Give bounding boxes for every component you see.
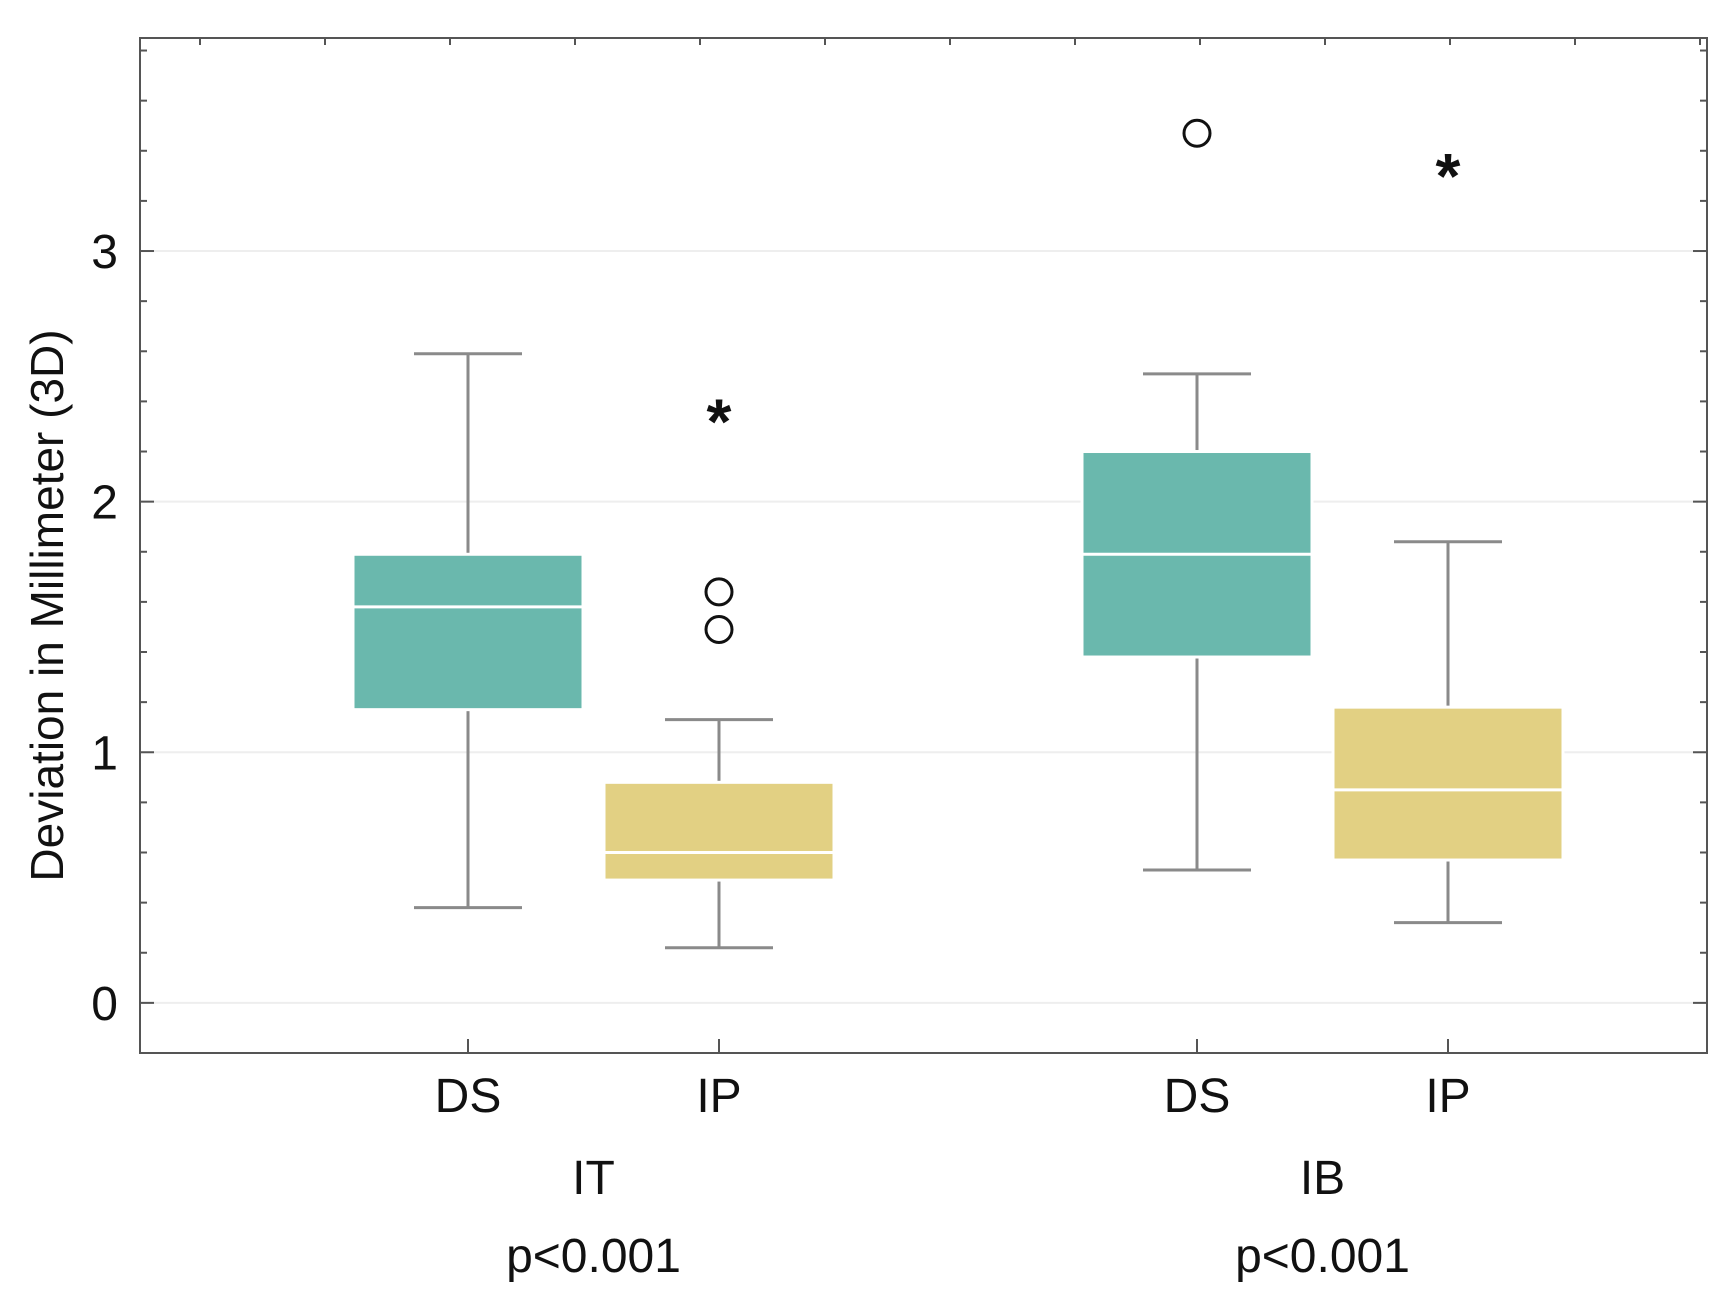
box-iqr (351, 552, 585, 712)
y-axis-label: Deviation in Millimeter (3D) (21, 329, 73, 881)
y-tick-label: 3 (91, 226, 118, 279)
extreme-point: * (1436, 140, 1461, 212)
labels: Deviation in Millimeter (3D) 0 1 2 3 DS IP IT p… (21, 226, 1471, 1283)
outlier-point (1182, 118, 1212, 148)
axes (139, 37, 1708, 1054)
category-label-IT-DS: DS (435, 1070, 502, 1123)
y-tick-label: 0 (91, 978, 118, 1031)
category-label-IB-DS: DS (1164, 1070, 1231, 1123)
box-IB-DS (1080, 118, 1314, 872)
plot-frame (139, 37, 1708, 1054)
category-label-IT-IP: IP (696, 1070, 741, 1123)
category-label-IB-IP: IP (1425, 1070, 1470, 1123)
box-iqr (602, 780, 836, 882)
box-iqr (1331, 705, 1565, 862)
y-tick-label: 1 (91, 727, 118, 780)
boxes: ** (351, 118, 1565, 950)
box-IT-IP: * (602, 385, 836, 950)
p-value-IB: p<0.001 (1235, 1230, 1410, 1283)
extreme-point: * (707, 385, 732, 457)
group-label-IB: IB (1300, 1152, 1345, 1205)
outlier-point (704, 577, 734, 607)
group-label-IT: IT (572, 1152, 615, 1205)
outlier-point (704, 614, 734, 644)
box-IB-IP: * (1331, 140, 1565, 925)
y-tick-label: 2 (91, 477, 118, 530)
box-IT-DS (351, 352, 585, 910)
p-value-IT: p<0.001 (506, 1230, 681, 1283)
